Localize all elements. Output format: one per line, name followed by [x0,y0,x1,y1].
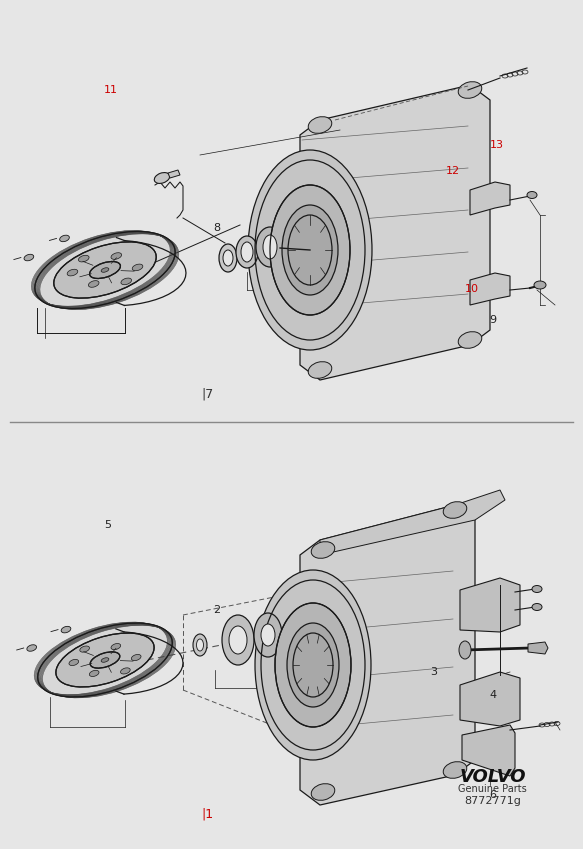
Ellipse shape [56,633,154,687]
Ellipse shape [287,623,339,707]
Ellipse shape [69,660,79,666]
Ellipse shape [458,82,482,98]
Text: Genuine Parts: Genuine Parts [458,784,527,794]
Ellipse shape [263,235,277,259]
Polygon shape [300,85,490,380]
Polygon shape [470,182,510,215]
Ellipse shape [132,264,143,271]
Ellipse shape [59,235,69,242]
Ellipse shape [532,604,542,610]
Text: 5: 5 [104,520,111,530]
Text: |1: |1 [201,807,213,820]
Ellipse shape [443,502,467,519]
Text: 4: 4 [490,690,497,700]
Ellipse shape [111,253,122,259]
Ellipse shape [121,278,132,284]
Ellipse shape [89,671,99,677]
Text: 2: 2 [213,605,220,616]
Ellipse shape [24,255,34,261]
Ellipse shape [131,655,141,661]
Polygon shape [460,578,520,632]
Ellipse shape [193,634,207,656]
Polygon shape [280,238,300,269]
Ellipse shape [256,227,284,267]
Text: 12: 12 [446,166,460,176]
Ellipse shape [67,269,78,276]
Text: VOLVO: VOLVO [459,768,526,786]
Ellipse shape [282,205,338,295]
Text: |7: |7 [201,388,213,401]
Ellipse shape [38,623,173,697]
Ellipse shape [458,332,482,348]
Ellipse shape [196,639,203,651]
Text: 6: 6 [490,790,497,801]
Text: 8: 8 [213,223,220,233]
Text: 13: 13 [490,140,504,150]
Ellipse shape [248,150,372,350]
Ellipse shape [255,570,371,760]
Ellipse shape [90,652,120,668]
Text: 9: 9 [490,315,497,325]
Ellipse shape [236,236,258,268]
Ellipse shape [459,641,471,659]
Ellipse shape [61,627,71,633]
Ellipse shape [254,613,282,657]
Ellipse shape [532,586,542,593]
Ellipse shape [308,362,332,379]
Ellipse shape [111,644,121,649]
Polygon shape [528,642,548,654]
Ellipse shape [443,762,467,779]
Ellipse shape [311,542,335,559]
Ellipse shape [222,615,254,665]
Polygon shape [460,672,520,726]
Text: 11: 11 [104,85,118,95]
Ellipse shape [223,250,233,266]
Ellipse shape [90,261,121,278]
Ellipse shape [241,242,253,262]
Ellipse shape [121,668,130,674]
Ellipse shape [261,624,275,646]
Polygon shape [320,490,505,555]
Ellipse shape [275,603,351,727]
Ellipse shape [35,232,175,308]
Ellipse shape [219,244,237,272]
Ellipse shape [270,185,350,315]
Polygon shape [462,725,515,776]
Polygon shape [300,505,475,805]
Ellipse shape [311,784,335,801]
Ellipse shape [101,658,109,662]
Polygon shape [470,273,510,305]
Ellipse shape [79,256,89,262]
Text: 3: 3 [430,667,437,678]
Ellipse shape [89,281,99,287]
Ellipse shape [308,116,332,133]
Ellipse shape [534,281,546,289]
Ellipse shape [101,267,109,273]
Text: 10: 10 [465,284,479,295]
Ellipse shape [80,646,89,652]
Polygon shape [168,170,180,178]
Text: 8772771g: 8772771g [464,796,521,806]
Ellipse shape [54,242,156,298]
Ellipse shape [27,644,37,651]
Ellipse shape [229,626,247,654]
Ellipse shape [154,172,170,183]
Ellipse shape [527,192,537,199]
